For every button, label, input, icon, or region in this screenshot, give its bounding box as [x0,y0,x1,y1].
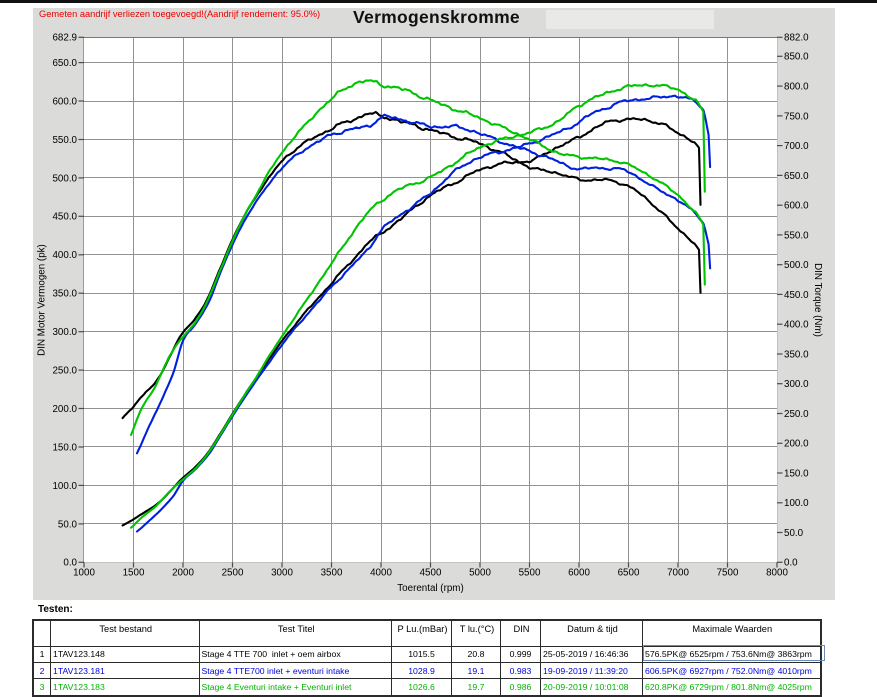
svg-text:100.0: 100.0 [52,481,77,492]
svg-text:8000: 8000 [766,568,788,579]
svg-text:3500: 3500 [321,568,343,579]
svg-text:800.0: 800.0 [784,82,809,93]
svg-text:500.0: 500.0 [784,260,809,271]
svg-text:DIN Motor Vermogen (pk): DIN Motor Vermogen (pk) [37,244,48,356]
svg-text:250.0: 250.0 [52,366,77,377]
svg-text:650.0: 650.0 [784,171,809,182]
svg-text:250.0: 250.0 [784,409,809,420]
svg-text:4000: 4000 [370,568,392,579]
svg-text:DIN Torque (Nm): DIN Torque (Nm) [812,263,823,337]
svg-text:450.0: 450.0 [784,290,809,301]
svg-text:400.0: 400.0 [784,320,809,331]
svg-text:100.0: 100.0 [784,498,809,509]
svg-text:550.0: 550.0 [784,230,809,241]
svg-text:882.0: 882.0 [784,33,809,44]
svg-text:200.0: 200.0 [52,404,77,415]
svg-text:50.0: 50.0 [58,519,78,530]
svg-text:Toerental (rpm): Toerental (rpm) [397,583,463,594]
svg-text:7000: 7000 [667,568,689,579]
svg-text:350.0: 350.0 [52,289,77,300]
svg-text:500.0: 500.0 [52,173,77,184]
svg-text:400.0: 400.0 [52,250,77,261]
svg-text:600.0: 600.0 [784,201,809,212]
svg-text:50.0: 50.0 [784,528,804,539]
svg-text:750.0: 750.0 [784,111,809,122]
svg-text:650.0: 650.0 [52,58,77,69]
svg-text:1500: 1500 [123,568,145,579]
svg-text:550.0: 550.0 [52,135,77,146]
svg-text:350.0: 350.0 [784,349,809,360]
svg-text:1000: 1000 [73,568,95,579]
svg-text:850.0: 850.0 [784,52,809,63]
svg-text:0.0: 0.0 [784,558,798,569]
svg-text:150.0: 150.0 [52,442,77,453]
svg-text:7500: 7500 [717,568,739,579]
svg-text:200.0: 200.0 [784,439,809,450]
svg-text:450.0: 450.0 [52,212,77,223]
svg-text:2000: 2000 [172,568,194,579]
svg-text:6500: 6500 [618,568,640,579]
svg-text:3000: 3000 [271,568,293,579]
svg-text:6000: 6000 [568,568,590,579]
svg-text:5500: 5500 [519,568,541,579]
svg-text:150.0: 150.0 [784,468,809,479]
svg-text:0.0: 0.0 [63,558,77,569]
svg-text:2500: 2500 [222,568,244,579]
svg-text:682.9: 682.9 [52,33,77,44]
svg-text:300.0: 300.0 [52,327,77,338]
svg-text:600.0: 600.0 [52,96,77,107]
svg-text:5000: 5000 [469,568,491,579]
svg-text:700.0: 700.0 [784,141,809,152]
svg-text:4500: 4500 [420,568,442,579]
svg-text:300.0: 300.0 [784,379,809,390]
